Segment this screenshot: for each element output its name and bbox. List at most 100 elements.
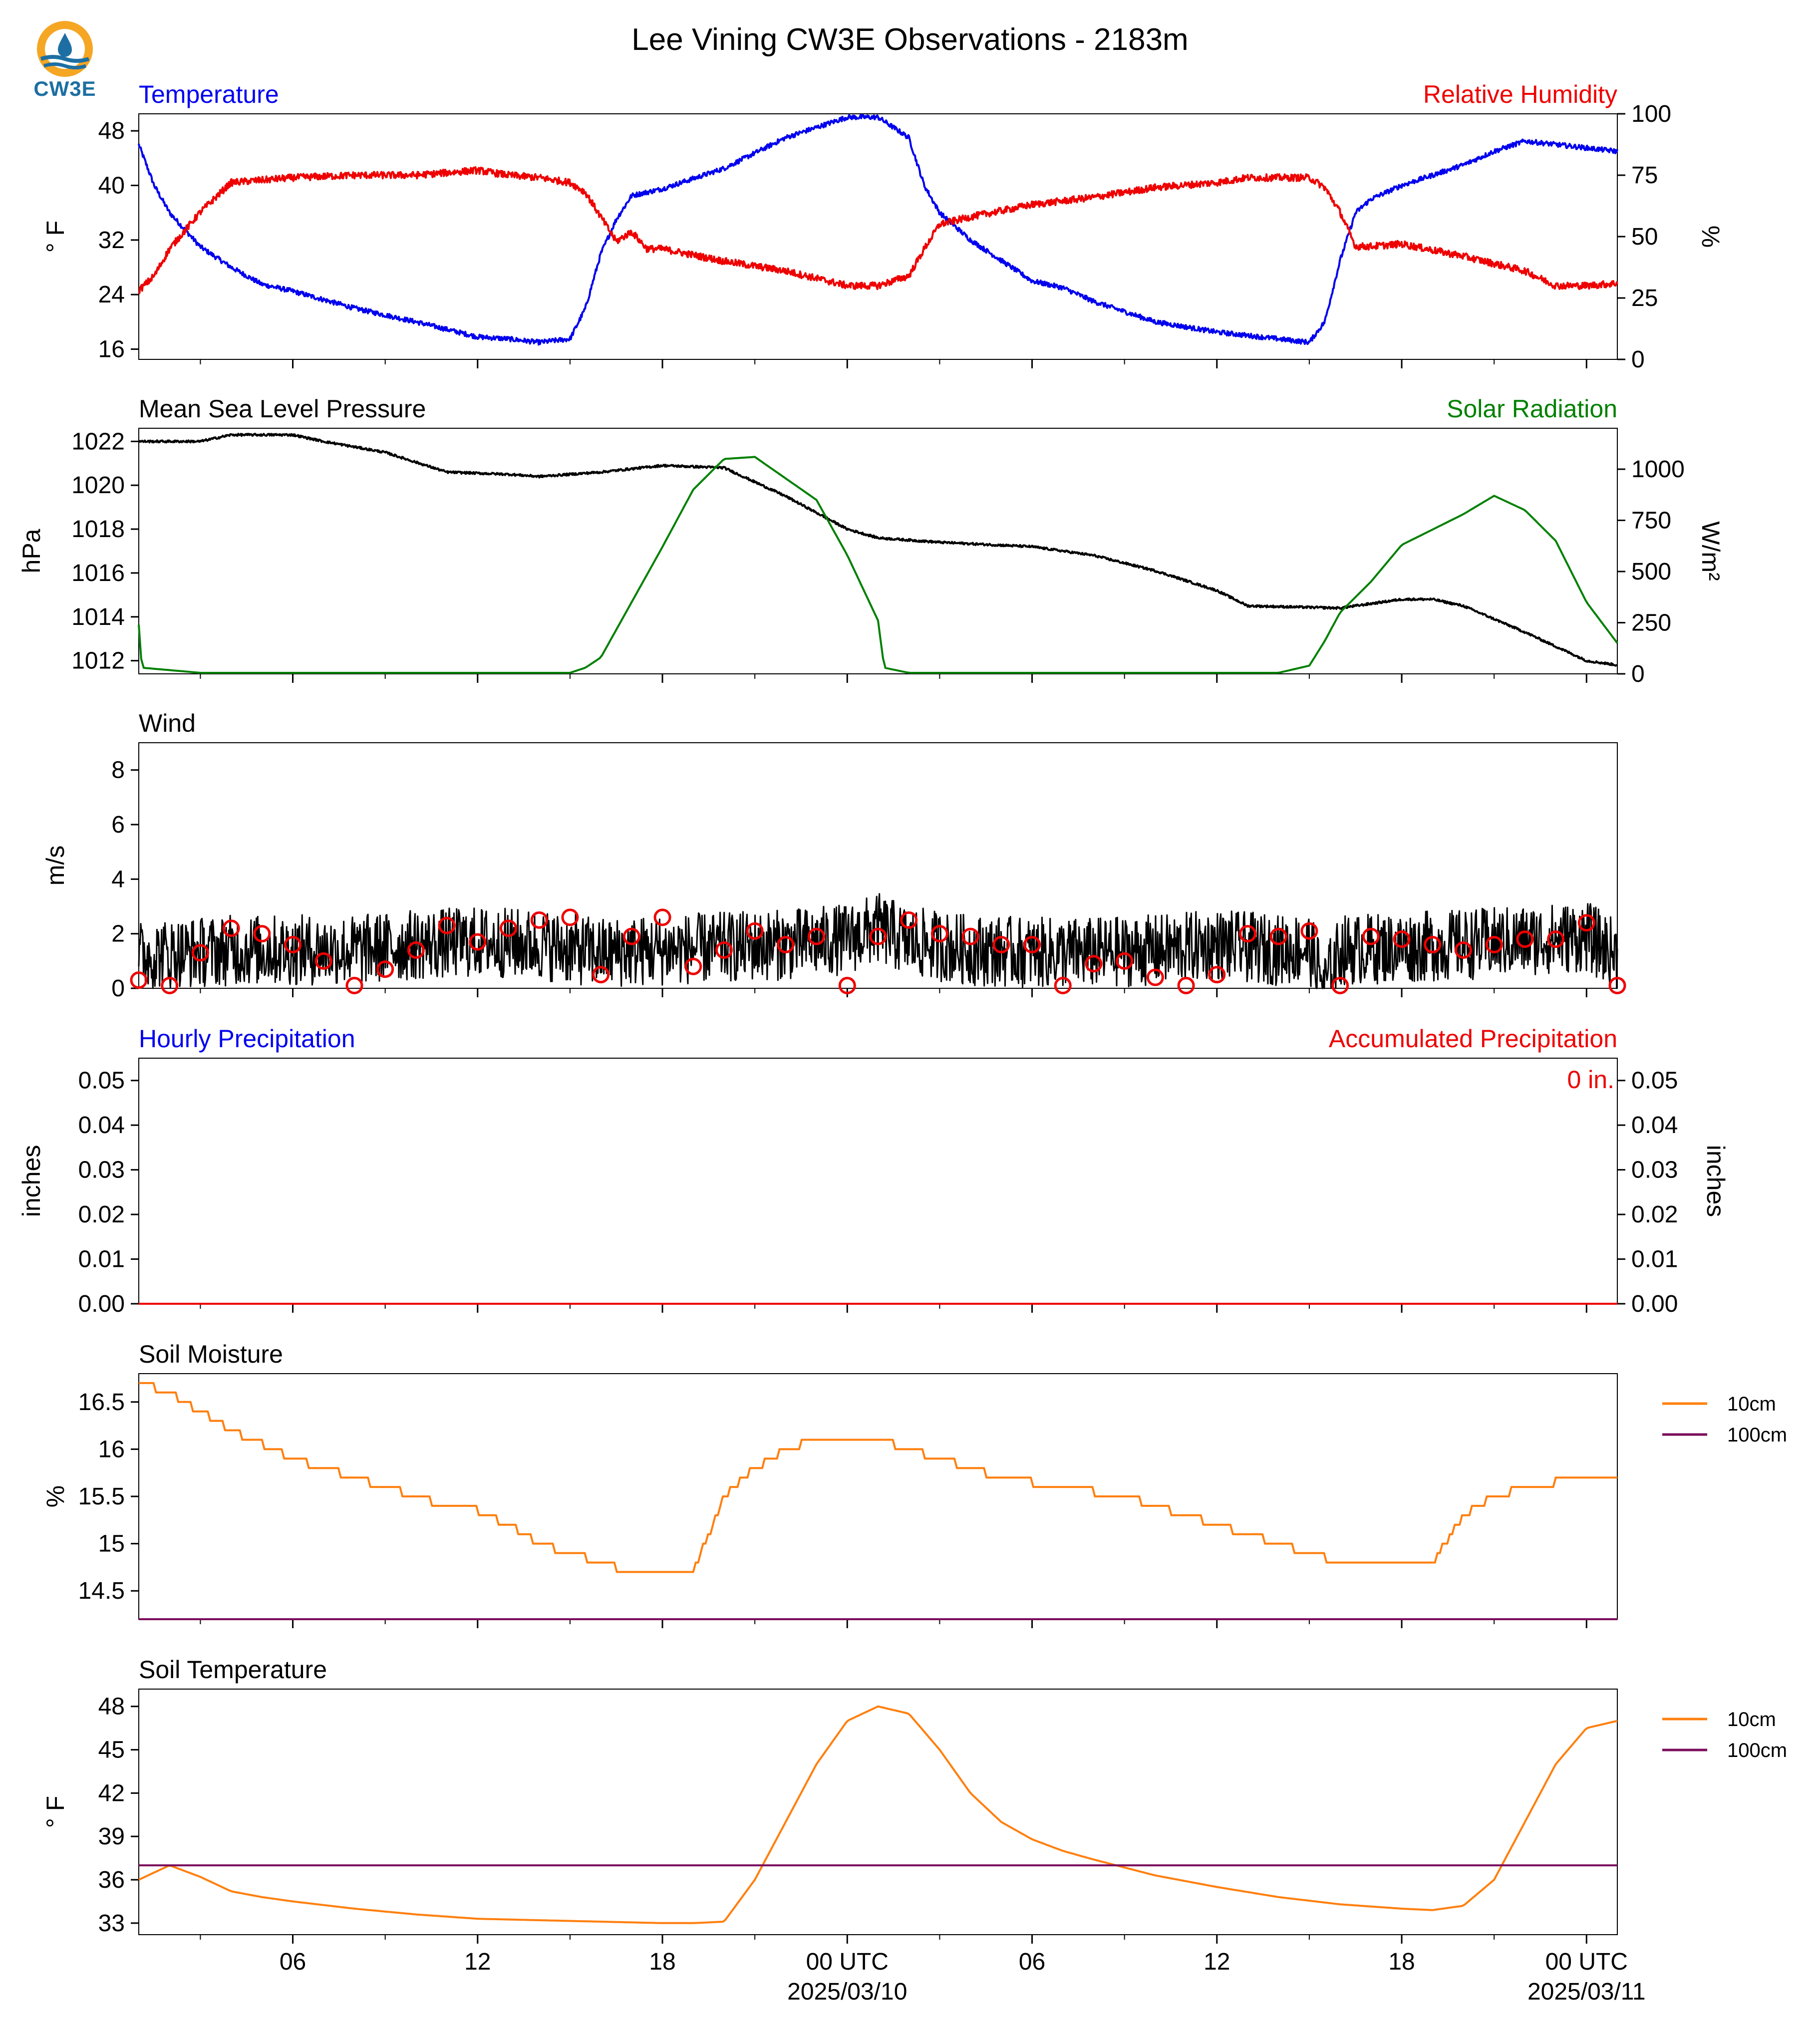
y-tick-label-left: 4 xyxy=(111,866,125,892)
y-tick-label-left: 1012 xyxy=(71,648,125,674)
y-axis-label-left: ° F xyxy=(41,221,69,253)
gust-marker xyxy=(653,908,671,926)
x-tick-label: 18 xyxy=(649,1949,675,1975)
panel-title-left: Soil Temperature xyxy=(139,1656,327,1684)
y-tick-label-left: 0.03 xyxy=(78,1157,125,1183)
gust-marker xyxy=(1023,936,1041,954)
panel-pressure_solar: Mean Sea Level Pressure Solar Radiation 10… xyxy=(17,395,1725,687)
y-tick-label-right: 0 xyxy=(1631,661,1645,687)
plot-frame xyxy=(138,742,1618,989)
gust-marker xyxy=(1516,930,1534,948)
y-tick-label-left: 15.5 xyxy=(78,1483,125,1510)
series-line-relative-humidity xyxy=(138,166,1618,294)
gust-marker xyxy=(284,936,302,954)
y-tick-label-left: 1014 xyxy=(71,604,125,630)
y-tick-label-left: 42 xyxy=(98,1780,125,1806)
y-axis-label-left: hPa xyxy=(17,529,45,573)
plot-frame xyxy=(138,1689,1618,1935)
legend: 10cm 100cm xyxy=(1662,1393,1787,1446)
y-tick-label-left: 40 xyxy=(98,173,125,199)
x-tick-label: 12 xyxy=(1204,1949,1230,1975)
gust-marker xyxy=(130,971,148,989)
y-tick-label-right: 25 xyxy=(1631,285,1658,311)
gust-marker xyxy=(900,911,918,929)
legend-label: 10cm xyxy=(1727,1709,1776,1731)
gust-marker xyxy=(838,977,856,995)
y-tick-label-left: 2 xyxy=(111,921,125,947)
panel-title-right: Solar Radiation xyxy=(1447,395,1617,423)
y-tick-label-right: 1000 xyxy=(1631,456,1685,483)
gust-marker xyxy=(746,922,764,940)
y-tick-label-right: 75 xyxy=(1631,162,1658,189)
y-tick-label-right: 0.02 xyxy=(1631,1201,1678,1228)
y-tick-label-left: 1022 xyxy=(71,428,125,455)
x-tick-label: 06 xyxy=(280,1949,306,1975)
gust-marker xyxy=(592,966,610,984)
gust-marker xyxy=(1239,925,1256,943)
gust-marker xyxy=(1300,922,1318,940)
legend-label: 10cm xyxy=(1727,1393,1776,1415)
plot-frame xyxy=(138,1058,1618,1304)
y-tick-label-right: 0 xyxy=(1631,346,1645,373)
gust-marker xyxy=(314,952,332,970)
x-tick-label: 06 xyxy=(1019,1949,1045,1975)
gust-marker xyxy=(808,927,826,945)
y-tick-label-right: 0.03 xyxy=(1631,1157,1678,1183)
gust-marker xyxy=(992,936,1010,954)
y-tick-label-left: 45 xyxy=(98,1737,125,1763)
gust-marker xyxy=(1485,936,1503,954)
accumulated-total-label: 0 in. xyxy=(1567,1066,1614,1094)
x-date-label: 2025/03/11 xyxy=(1527,1979,1646,2005)
y-tick-label-left: 48 xyxy=(98,118,125,144)
gust-marker xyxy=(345,977,363,995)
panel-title-right: Accumulated Precipitation xyxy=(1329,1025,1617,1053)
y-tick-label-left: 6 xyxy=(111,812,125,838)
y-tick-label-left: 32 xyxy=(98,227,125,254)
y-tick-label-right: 50 xyxy=(1631,224,1658,250)
gust-marker xyxy=(869,927,887,945)
gust-marker xyxy=(777,936,795,954)
y-tick-label-left: 33 xyxy=(98,1910,125,1937)
gust-marker xyxy=(1146,968,1164,986)
figure-title: Lee Vining CW3E Observations - 2183m xyxy=(631,22,1188,57)
y-tick-label-right: 750 xyxy=(1631,508,1671,534)
panel-title-left: Soil Moisture xyxy=(139,1340,283,1368)
gust-marker xyxy=(161,977,179,995)
y-tick-label-left: 0.04 xyxy=(78,1112,125,1139)
y-tick-label-left: 8 xyxy=(111,757,125,784)
y-tick-label-right: 0.01 xyxy=(1631,1246,1678,1273)
gust-marker xyxy=(1116,952,1134,970)
panel-soil_moisture: Soil Moisture 14.5 15 15.5 16 16.5% 10cm 100cm xyxy=(41,1340,1787,1628)
plot-frame xyxy=(138,113,1618,360)
y-axis-label-right: inches xyxy=(1702,1145,1730,1217)
y-tick-label-right: 250 xyxy=(1631,610,1671,636)
gust-marker xyxy=(961,927,979,945)
gust-marker xyxy=(1547,930,1565,948)
x-tick-label: 00 UTC xyxy=(1545,1949,1628,1975)
y-tick-label-left: 16.5 xyxy=(78,1389,125,1416)
gust-marker xyxy=(1085,955,1103,973)
y-tick-label-left: 16 xyxy=(98,1436,125,1462)
panel-title-left: Temperature xyxy=(139,80,279,108)
gust-marker xyxy=(438,916,456,934)
panel-precip: Hourly Precipitation Accumulated Precipit… xyxy=(17,1025,1730,1317)
gust-marker xyxy=(1393,930,1411,948)
gust-marker xyxy=(1054,977,1072,995)
y-tick-label-left: 0.01 xyxy=(78,1246,125,1273)
y-axis-label-left: ° F xyxy=(41,1796,69,1828)
gust-marker xyxy=(1608,977,1626,995)
panel-title-left: Hourly Precipitation xyxy=(139,1025,355,1053)
x-tick-label: 00 UTC xyxy=(806,1949,889,1975)
panel-temp_rh: Temperature Relative Humidity 16 24 32 40 48 ° … xyxy=(41,80,1725,373)
gust-marker xyxy=(1454,941,1472,959)
gust-marker xyxy=(530,911,548,929)
y-tick-label-left: 1016 xyxy=(71,560,125,586)
plot-frame xyxy=(138,1373,1618,1620)
series-line-temperature xyxy=(138,114,1618,346)
series-line-wind xyxy=(138,893,1618,989)
panel-title-left: Mean Sea Level Pressure xyxy=(139,395,426,423)
y-axis-label-right: W/m² xyxy=(1697,521,1725,580)
gust-marker xyxy=(1424,936,1442,954)
y-tick-label-left: 48 xyxy=(98,1694,125,1720)
